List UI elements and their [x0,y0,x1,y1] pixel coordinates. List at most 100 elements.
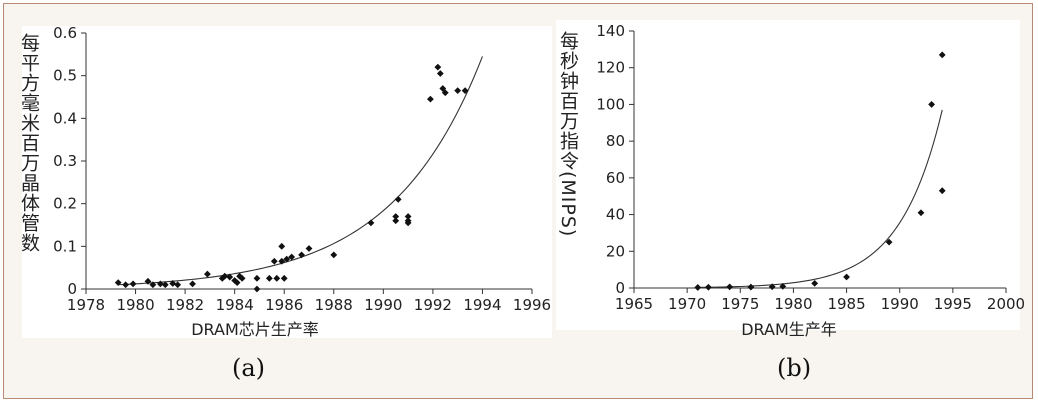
x-tick-label-b: 1970 [668,295,706,313]
data-point-a [273,274,281,282]
data-point-a [434,63,442,71]
x-tick-label-a: 1984 [216,296,254,314]
x-axis-title-b: DRAM生产年 [741,320,837,339]
data-point-a [218,274,226,282]
data-point-a [288,253,296,261]
data-point-a [280,274,288,282]
data-point-a [278,242,286,250]
trendline-a [118,56,483,286]
chart-panel-b [556,20,1020,330]
data-point-a [392,213,400,220]
y-tick-label-b: 40 [606,206,625,224]
data-point-a [427,95,434,103]
data-point-a [129,280,137,288]
data-point-b [747,283,755,291]
x-axis-title-a: DRAM芯片生产率 [191,320,319,339]
x-tick-label-b: 2000 [987,295,1025,313]
data-point-a [161,281,169,289]
x-tick-label-b: 1965 [615,295,653,313]
data-point-a [439,85,447,92]
x-tick-label-a: 1992 [414,296,452,314]
data-point-a [367,219,375,227]
x-tick-label-b: 1975 [721,295,759,313]
y-tick-label-a: 0 [67,280,77,298]
y-tick-label-b: 140 [596,22,625,40]
data-point-b [885,238,893,246]
y-tick-label-b: 100 [596,95,625,113]
data-point-a [149,281,157,289]
data-point-a [394,196,402,203]
data-point-b [843,273,850,281]
x-tick-label-a: 1990 [364,296,402,314]
data-point-a [298,251,305,259]
x-tick-label-a: 1994 [463,296,501,314]
data-point-a [283,255,291,263]
data-point-a [189,280,196,288]
data-point-b [705,283,712,291]
data-point-a [253,285,261,293]
data-point-a [441,89,449,97]
data-point-a [454,87,462,94]
x-tick-label-b: 1995 [934,295,972,313]
chart-panel-a [22,26,552,338]
data-point-a [122,281,130,289]
y-axis-title-a: 每平方毫米百万晶体管数 [18,33,40,253]
data-point-a [238,274,246,282]
data-point-b [928,101,935,108]
y-tick-label-b: 120 [596,59,625,77]
data-point-b [811,280,819,287]
data-point-a [174,281,182,289]
data-point-a [144,277,152,285]
data-point-a [436,70,444,77]
data-point-b [917,209,925,217]
data-point-a [404,213,412,220]
data-point-a [305,245,313,252]
x-tick-label-b: 1980 [774,295,812,313]
data-point-b [694,284,702,291]
x-tick-label-a: 1982 [166,296,204,314]
caption-a: (a) [232,354,266,382]
data-point-a [392,217,400,225]
x-tick-label-b: 1990 [881,295,919,313]
data-point-b [726,283,734,291]
x-tick-label-a: 1988 [315,296,353,314]
data-point-b [938,187,946,195]
data-point-b [938,51,946,59]
y-tick-label-a: 0.4 [53,109,77,127]
data-point-a [270,257,278,265]
y-tick-label-a: 0.5 [53,67,77,85]
data-point-a [330,251,338,259]
x-tick-label-a: 1996 [513,296,551,314]
trendline-b [697,109,943,288]
data-point-a [226,273,234,281]
data-point-a [156,280,164,288]
x-tick-label-a: 1986 [265,296,303,314]
caption-b: (b) [777,354,812,382]
data-point-b [779,282,787,290]
y-tick-label-a: 0.2 [53,195,77,213]
data-point-a [231,277,239,284]
data-point-a [169,280,177,287]
x-tick-label-a: 1978 [67,296,105,314]
y-tick-label-a: 0.6 [53,24,77,42]
x-tick-label-b: 1985 [827,295,865,313]
y-tick-label-b: 60 [606,169,625,187]
data-point-b [768,283,776,291]
data-point-a [265,274,273,282]
data-point-a [461,87,469,94]
y-tick-label-a: 0.1 [53,237,77,255]
data-point-a [233,279,241,286]
data-point-a [114,279,122,286]
y-tick-label-b: 20 [606,242,625,260]
data-point-a [278,257,286,265]
data-point-a [221,272,229,280]
y-tick-label-b: 0 [615,279,625,297]
data-point-a [253,274,261,282]
x-tick-label-a: 1980 [116,296,154,314]
y-tick-label-b: 80 [606,132,625,150]
y-tick-label-a: 0.3 [53,152,77,170]
y-axis-title-b: 每秒钟百万指令(MIPS) [557,31,579,238]
data-point-a [204,270,211,278]
data-point-a [404,219,412,227]
